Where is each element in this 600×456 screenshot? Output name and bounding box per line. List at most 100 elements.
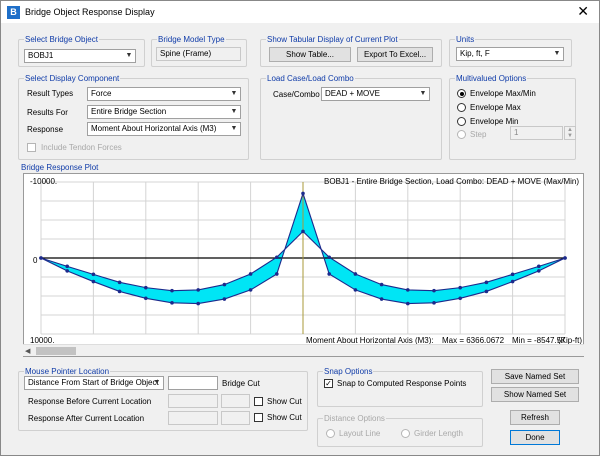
multivalued-group: Multivalued Options xyxy=(449,74,576,160)
step-field[interactable]: 1 xyxy=(510,126,563,140)
data-point-max xyxy=(196,288,200,292)
y-zero-label: 0 xyxy=(33,256,38,265)
export-excel-button[interactable]: Export To Excel... xyxy=(357,47,433,62)
step-spinner[interactable]: ▲ ▼ xyxy=(564,126,576,140)
data-point-max xyxy=(144,285,148,290)
model-type-group: Bridge Model Type xyxy=(151,35,247,67)
plot-scrollbar[interactable]: ◀ xyxy=(23,344,584,356)
data-point-min xyxy=(248,288,253,292)
window-title: Bridge Object Response Display xyxy=(25,7,155,17)
scroll-thumb[interactable] xyxy=(36,347,76,355)
chevron-down-icon: ▼ xyxy=(553,50,561,57)
layout-line-label: Layout Line xyxy=(339,429,381,438)
chevron-down-icon: ▼ xyxy=(230,108,238,115)
data-point-min xyxy=(39,256,43,260)
show-named-set-button[interactable]: Show Named Set xyxy=(491,387,579,402)
envelope-min-label: Envelope Min xyxy=(470,117,519,126)
results-for-combo[interactable]: Entire Bridge Section ▼ xyxy=(87,105,241,119)
data-point-min xyxy=(196,301,200,306)
envelope-min-radio[interactable] xyxy=(457,117,466,126)
data-point-min xyxy=(91,279,96,284)
before-field-1 xyxy=(168,394,218,408)
response-chart xyxy=(39,181,567,335)
result-types-combo[interactable]: Force ▼ xyxy=(87,87,241,101)
plot-legend: Bridge Response Plot xyxy=(21,163,99,172)
envelope-max-radio[interactable] xyxy=(457,103,466,112)
scroll-left-icon[interactable]: ◀ xyxy=(25,348,31,355)
close-icon[interactable]: ✕ xyxy=(577,3,589,19)
units-combo[interactable]: Kip, ft, F ▼ xyxy=(456,47,564,61)
display-component-legend: Select Display Component xyxy=(25,74,120,83)
data-point-min xyxy=(484,289,489,294)
response-plot[interactable]: -10000. 0 10000. BOBJ1 - Entire Bridge S… xyxy=(23,173,584,357)
before-show-cut-label: Show Cut xyxy=(267,397,302,406)
bridge-object-value: BOBJ1 xyxy=(28,51,54,60)
case-combo-value: DEAD + MOVE xyxy=(325,89,380,98)
after-field-2 xyxy=(221,411,250,425)
data-point-min xyxy=(327,272,332,276)
footer-min: Min = -8547.57 xyxy=(512,336,566,345)
step-radio[interactable] xyxy=(457,130,466,139)
units-value: Kip, ft, F xyxy=(460,49,490,58)
girder-length-label: Girder Length xyxy=(414,429,463,438)
refresh-button[interactable]: Refresh xyxy=(510,410,560,425)
pointer-value-field[interactable] xyxy=(168,376,218,390)
after-show-cut-label: Show Cut xyxy=(267,413,302,422)
pointer-mode-value: Distance From Start of Bridge Object xyxy=(28,378,159,387)
tendon-checkbox[interactable] xyxy=(27,143,36,152)
snap-checkbox[interactable]: ✓ xyxy=(324,379,333,388)
select-object-group: Select Bridge Object xyxy=(18,35,145,67)
before-show-cut-checkbox[interactable] xyxy=(254,397,263,406)
data-point-min xyxy=(379,297,384,301)
result-types-label: Result Types xyxy=(27,89,74,98)
snap-label: Snap to Computed Response Points xyxy=(337,379,467,388)
layout-line-radio[interactable] xyxy=(326,429,335,438)
after-field-1 xyxy=(168,411,218,425)
tabular-group: Show Tabular Display of Current Plot xyxy=(260,35,442,67)
footer-units: (Kip-ft) xyxy=(558,336,582,345)
envelope-max-label: Envelope Max xyxy=(470,103,521,112)
data-point-min xyxy=(117,289,122,294)
pointer-mode-combo[interactable]: Distance From Start of Bridge Object ▼ xyxy=(24,376,164,390)
bridge-cut-label: Bridge Cut xyxy=(222,379,260,388)
envelope-maxmin-radio[interactable] xyxy=(457,89,466,98)
chevron-down-icon: ▼ xyxy=(153,379,161,386)
data-point-max xyxy=(222,282,227,287)
y-bottom-label: 10000. xyxy=(30,336,55,345)
data-point-min xyxy=(563,256,567,260)
data-point-min xyxy=(301,191,305,196)
chevron-down-icon: ▼ xyxy=(230,90,238,97)
chevron-down-icon: ▼ xyxy=(419,90,427,97)
done-button[interactable]: Done xyxy=(510,430,560,445)
response-combo[interactable]: Moment About Horizontal Axis (M3) ▼ xyxy=(87,122,241,136)
after-show-cut-checkbox[interactable] xyxy=(254,413,263,422)
data-point-min xyxy=(406,301,410,306)
data-point-max xyxy=(379,282,384,287)
distance-group: Distance Options xyxy=(317,414,483,447)
multivalued-legend: Multivalued Options xyxy=(456,74,527,83)
save-named-set-button[interactable]: Save Named Set xyxy=(491,369,579,384)
before-field-2 xyxy=(221,394,250,408)
data-point-max xyxy=(275,255,279,260)
show-table-button[interactable]: Show Table... xyxy=(269,47,351,62)
data-point-max xyxy=(432,288,436,293)
data-point-max xyxy=(406,288,410,292)
bridge-object-combo[interactable]: BOBJ1 ▼ xyxy=(24,49,136,63)
pointer-group: Mouse Pointer Location xyxy=(18,367,308,431)
result-types-value: Force xyxy=(91,89,112,98)
units-group: Units xyxy=(449,35,572,67)
data-point-min xyxy=(65,269,69,273)
results-for-label: Results For xyxy=(27,108,68,117)
chevron-down-icon: ▼ xyxy=(125,52,133,59)
display-component-group: Select Display Component xyxy=(18,74,249,160)
title-bar: B Bridge Object Response Display ✕ xyxy=(1,1,599,23)
data-point-max xyxy=(301,229,305,234)
case-combo-label: Case/Combo xyxy=(273,90,320,99)
units-legend: Units xyxy=(456,35,475,44)
after-label: Response After Current Location xyxy=(28,414,145,423)
y-top-label: -10000. xyxy=(30,177,58,186)
girder-length-radio[interactable] xyxy=(401,429,410,438)
data-point-min xyxy=(222,297,227,301)
case-combo-select[interactable]: DEAD + MOVE ▼ xyxy=(321,87,430,101)
data-point-max xyxy=(91,272,96,277)
